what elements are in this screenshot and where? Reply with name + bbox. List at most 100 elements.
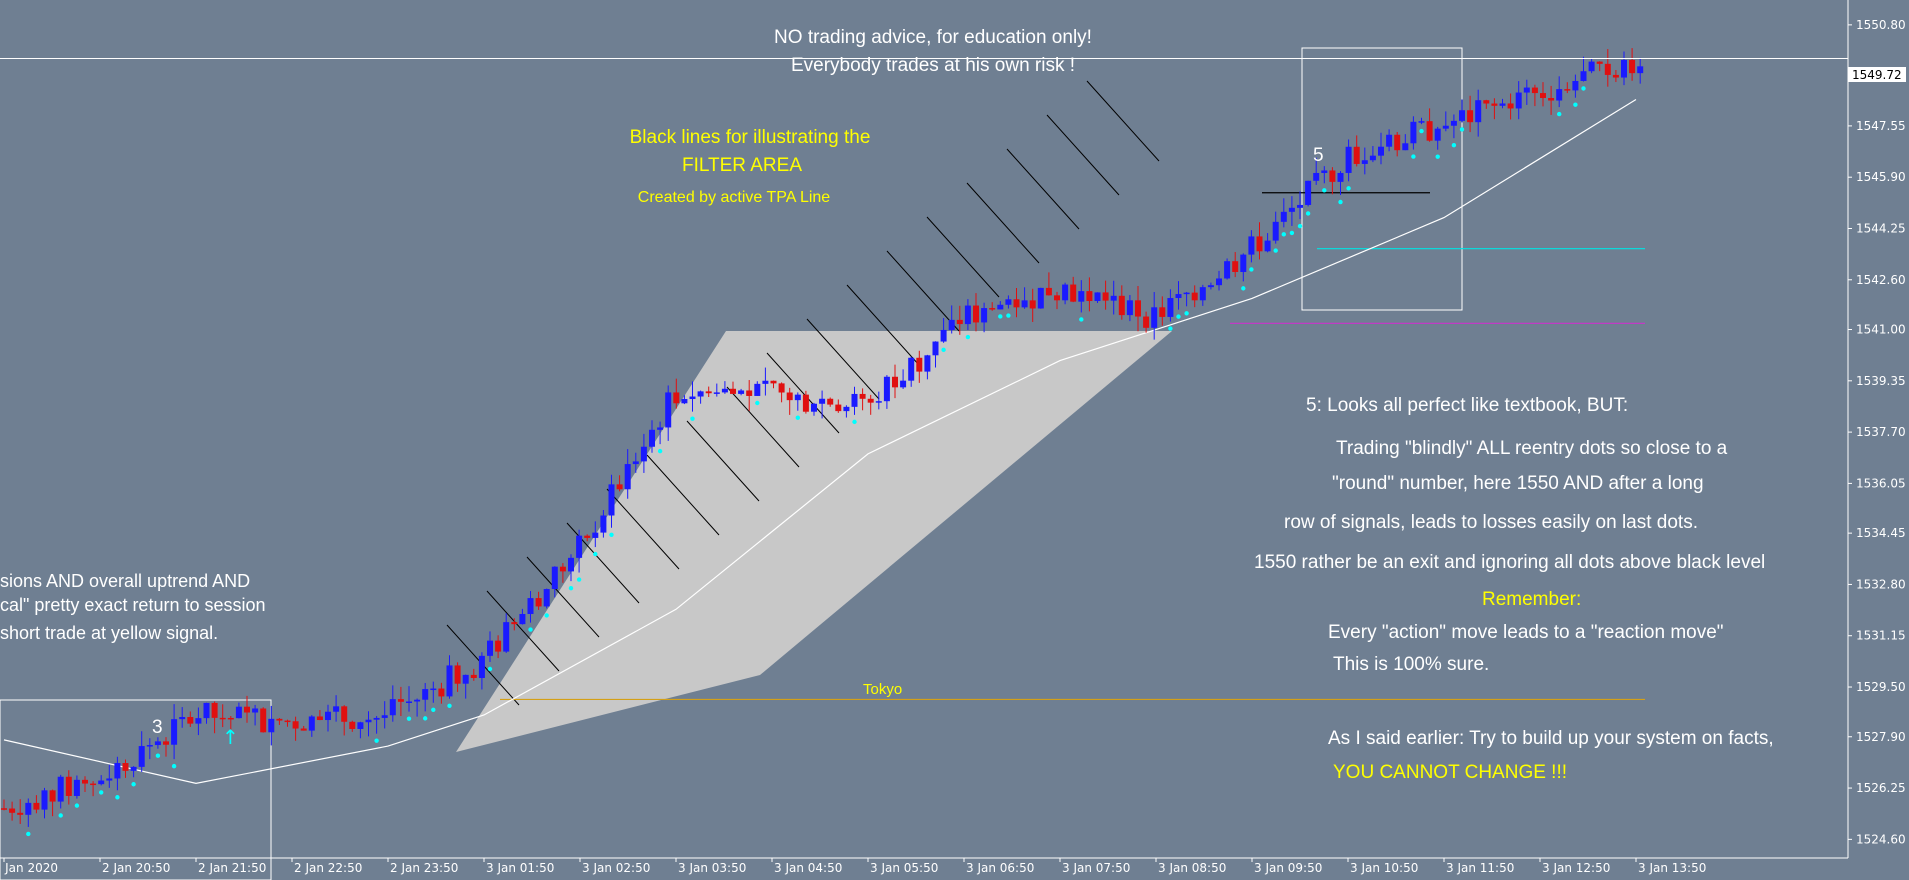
candle-body (1256, 236, 1263, 252)
filter-area-lines (446, 80, 1160, 706)
candle-body (1037, 287, 1044, 309)
candle-body (438, 688, 445, 697)
candle-body (25, 802, 32, 815)
candle-body (365, 719, 372, 723)
candle-body (762, 380, 769, 384)
y-tick-label: 1539.35 (1856, 374, 1906, 388)
y-tick-label: 1534.45 (1856, 526, 1906, 540)
candle-body (1288, 207, 1295, 212)
candle-body (1604, 63, 1611, 75)
signal-dot (1573, 102, 1578, 107)
candle-body (1621, 59, 1627, 78)
candle-body (227, 717, 234, 720)
signal-dot (1338, 199, 1343, 205)
candle-body (235, 706, 242, 719)
filter-line (806, 318, 880, 400)
candle-body (1078, 291, 1085, 302)
y-tick-label: 1529.50 (1856, 680, 1906, 694)
box-3-label: 3 (152, 717, 163, 738)
signal-dot (1322, 188, 1327, 193)
filter-line (526, 556, 600, 638)
candle-body (1507, 103, 1514, 109)
candle-body (1580, 71, 1587, 81)
y-tick-label: 1537.70 (1856, 425, 1906, 439)
candle-body (900, 380, 907, 388)
candle-body (786, 392, 793, 401)
candle-body (1224, 261, 1231, 279)
candle-body (1548, 98, 1555, 101)
x-tick-label: 3 Jan 09:50 (1254, 861, 1322, 875)
x-tick-label: 3 Jan 07:50 (1062, 861, 1130, 875)
signal-dot (1411, 154, 1416, 159)
current-price-label: 1549.72 (1852, 68, 1902, 82)
signal-dot (568, 585, 574, 591)
candle-body (892, 376, 898, 388)
signal-dot (690, 416, 695, 421)
candle-body (616, 484, 623, 490)
candle-body (940, 329, 947, 342)
candle-body (495, 640, 502, 652)
candle-body (713, 392, 720, 394)
candle-body (1264, 240, 1271, 252)
signal-dot (155, 753, 161, 758)
y-tick-label: 1526.25 (1856, 781, 1906, 795)
candle-body (406, 701, 412, 703)
candle-body (1151, 307, 1158, 328)
candle-body (114, 763, 121, 779)
candle-body (503, 622, 510, 652)
candle-body (292, 721, 299, 729)
candle-body (1240, 254, 1247, 273)
signal-dot (58, 813, 63, 818)
candle-body (754, 383, 761, 396)
candle-body (932, 341, 939, 356)
candle-body (948, 319, 955, 330)
candle-body (721, 388, 728, 393)
candle-body (1118, 295, 1125, 316)
candle-body (73, 779, 80, 796)
candle-body (1159, 307, 1166, 317)
x-tick-label: 3 Jan 05:50 (870, 861, 938, 875)
y-tick-label: 1531.15 (1856, 629, 1906, 643)
candle-body (730, 388, 736, 394)
candle-body (454, 665, 461, 684)
candle-body (381, 715, 388, 718)
candle-body (665, 392, 672, 428)
left-note-1: sions AND overall uptrend AND (0, 571, 250, 591)
filter-line (606, 488, 680, 570)
candle-body (875, 401, 882, 403)
right-note-3: "round" number, here 1550 AND after a lo… (1332, 473, 1704, 494)
candle-body (446, 665, 453, 697)
candle-body (1086, 291, 1093, 302)
signal-dot (795, 415, 800, 420)
filter-note-1: Black lines for illustrating the (630, 127, 871, 148)
disclaimer-line-2: Everybody trades at his own risk ! (791, 55, 1075, 76)
candle-body (1207, 285, 1214, 288)
signal-dot (755, 400, 760, 406)
signal-dot (131, 782, 136, 787)
signal-dot (528, 627, 533, 632)
filter-note-3: Created by active TPA Line (638, 189, 831, 206)
candle-body (106, 778, 113, 781)
candle-body (794, 394, 801, 401)
signal-dot (1079, 317, 1084, 322)
candle-body (373, 717, 380, 720)
candle-body (1369, 155, 1376, 161)
candle-body (1418, 121, 1425, 123)
candle-body (908, 357, 915, 381)
candle-body (859, 393, 866, 399)
candle-body (543, 589, 550, 607)
filter-line (1046, 114, 1120, 196)
x-tick-label: 3 Jan 11:50 (1446, 861, 1514, 875)
candle-body (535, 598, 542, 607)
candle-body (778, 383, 785, 393)
candle-body (738, 390, 745, 394)
candle-body (705, 391, 712, 394)
candle-body (1564, 89, 1571, 91)
candle-body (478, 655, 485, 678)
x-tick-label: 2 Jan 2020 (0, 861, 58, 875)
tokyo-label: Tokyo (863, 681, 902, 698)
x-tick-label: 3 Jan 10:50 (1350, 861, 1418, 875)
x-tick-label: 2 Jan 21:50 (198, 861, 266, 875)
candle-body (1515, 92, 1522, 109)
signal-dot (1435, 154, 1440, 159)
